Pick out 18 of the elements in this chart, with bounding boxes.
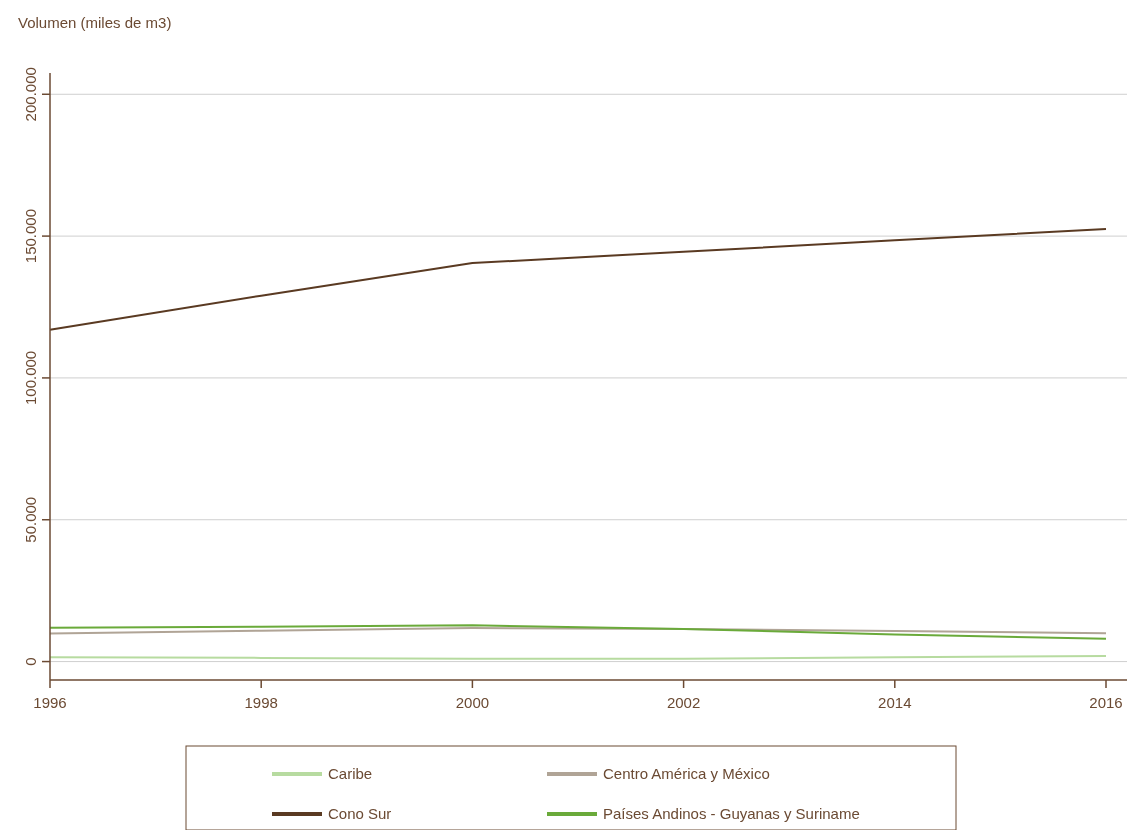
y-tick-label: 50.000 bbox=[22, 496, 39, 543]
y-tick-label: 0 bbox=[22, 657, 39, 666]
x-tick-label: 1996 bbox=[33, 694, 67, 711]
legend-label: Cono Sur bbox=[328, 805, 392, 822]
y-tick-label: 150.000 bbox=[22, 208, 39, 264]
line-series bbox=[49, 228, 1107, 331]
y-axis-title: Volumen (miles de m3) bbox=[18, 14, 172, 31]
x-tick-label: 2016 bbox=[1089, 694, 1123, 711]
y-tick-label: 200.000 bbox=[22, 67, 39, 122]
x-tick-label: 2002 bbox=[666, 694, 701, 711]
x-tick-label: 2014 bbox=[878, 694, 912, 711]
y-tick-label: 100.000 bbox=[22, 350, 39, 406]
x-tick-label: 1998 bbox=[244, 694, 278, 711]
legend-label: Países Andinos - Guyanas y Suriname bbox=[603, 805, 860, 822]
legend-label: Centro América y México bbox=[603, 765, 770, 782]
legend-label: Caribe bbox=[328, 765, 373, 782]
x-tick-label: 2000 bbox=[455, 694, 490, 711]
line-series bbox=[49, 624, 1107, 640]
